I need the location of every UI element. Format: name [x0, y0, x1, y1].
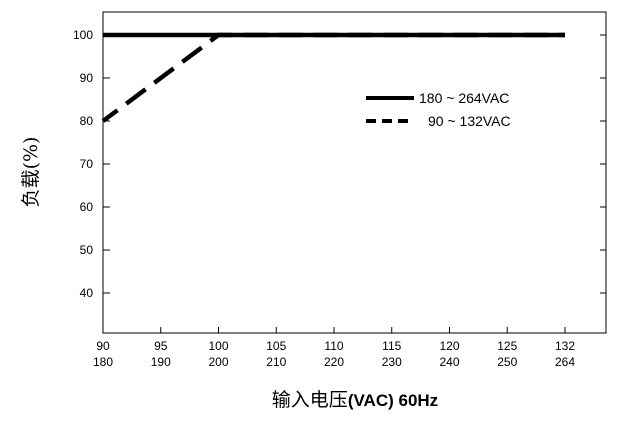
x-tick-label-low: 105 [266, 339, 286, 353]
x-axis-label-cjk: 输入电压 [272, 389, 348, 411]
legend: 180 ~ 264VAC 90 ~ 132VAC [366, 90, 511, 129]
y-axis-ticks: 40 50 60 70 80 90 100 [73, 28, 606, 300]
x-tick-label-low: 125 [497, 339, 517, 353]
plot-area [102, 11, 607, 334]
x-tick-label-high: 190 [151, 355, 171, 369]
x-axis-label-unit: (VAC) 60Hz [348, 391, 438, 410]
y-tick-label: 80 [80, 114, 94, 128]
x-tick-label-low: 110 [324, 339, 343, 353]
y-tick-label: 40 [80, 286, 94, 300]
x-tick-label-low: 100 [208, 339, 228, 353]
x-tick-label-high: 264 [555, 355, 575, 369]
x-tick-label-high: 240 [439, 355, 459, 369]
series-line-dashed [101, 32, 565, 123]
legend-label: 180 ~ 264VAC [419, 90, 509, 106]
legend-label: 90 ~ 132VAC [428, 113, 511, 129]
y-tick-label: 90 [80, 71, 94, 85]
y-axis-label: 负载(%) [20, 137, 42, 208]
x-tick-label-high: 200 [208, 355, 228, 369]
x-tick-label-high: 220 [324, 355, 344, 369]
x-tick-label-low: 95 [154, 339, 168, 353]
x-tick-label-low: 120 [439, 339, 459, 353]
y-tick-label: 50 [80, 243, 94, 257]
x-tick-label-high: 180 [93, 355, 113, 369]
x-axis-ticks: 90 180 95 190 100 200 105 210 110 220 115 230 120 240… [93, 327, 575, 369]
x-tick-label-low: 90 [96, 339, 110, 353]
x-tick-label-high: 230 [382, 355, 402, 369]
x-tick-label-low: 132 [555, 339, 575, 353]
x-tick-label-high: 210 [266, 355, 286, 369]
y-tick-label: 100 [73, 28, 93, 42]
x-tick-label-low: 115 [382, 339, 401, 353]
x-axis-label: 输入电压(VAC) 60Hz [272, 389, 438, 411]
y-tick-label: 60 [80, 200, 94, 214]
x-tick-label-high: 250 [497, 355, 517, 369]
y-tick-label: 70 [80, 157, 94, 171]
series-layer [101, 32, 565, 123]
